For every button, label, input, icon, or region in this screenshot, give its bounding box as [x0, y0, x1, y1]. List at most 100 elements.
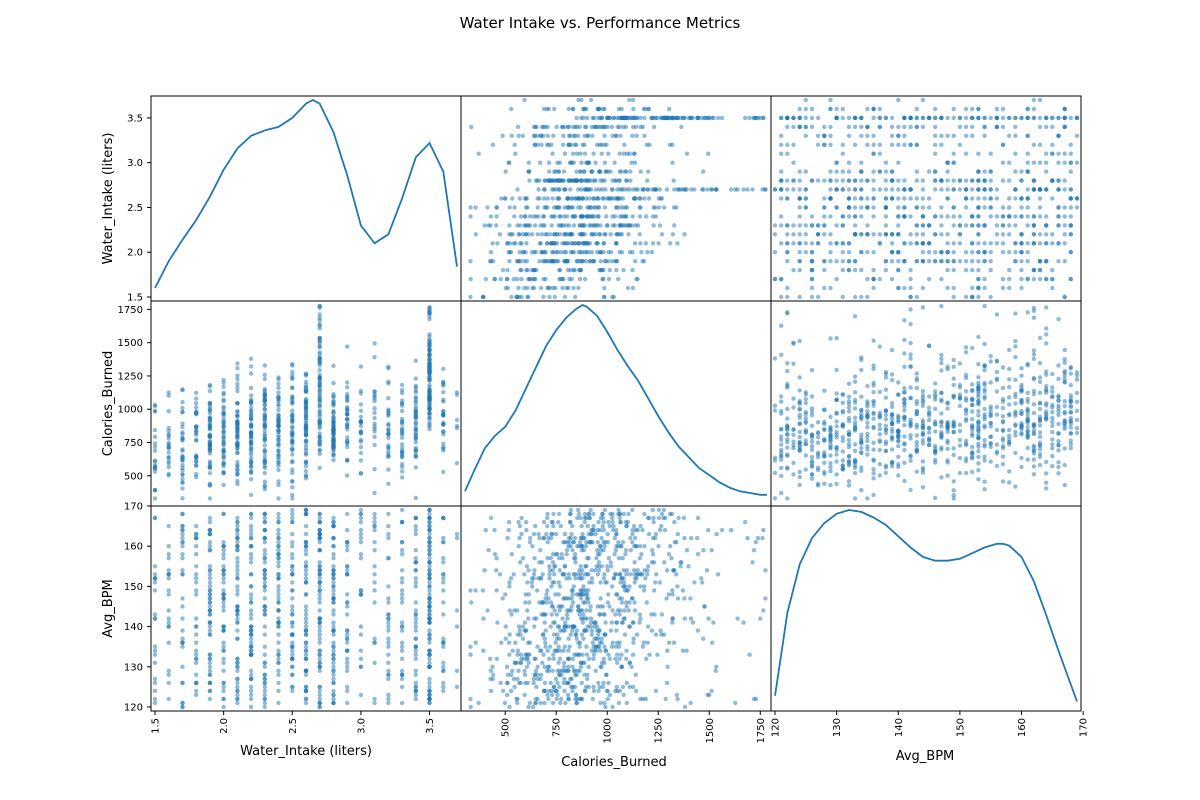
scatter-point — [635, 223, 641, 228]
scatter-point — [303, 511, 309, 517]
scatter-point — [235, 463, 240, 468]
scatter-point — [1037, 335, 1043, 341]
scatter-point — [386, 531, 391, 537]
scatter-point — [262, 511, 267, 517]
scatter-point — [1050, 124, 1055, 130]
scatter-point — [152, 564, 158, 569]
scatter-point — [939, 232, 944, 237]
scatter-point — [815, 294, 821, 300]
scatter-point — [957, 259, 963, 264]
scatter-point — [427, 311, 432, 316]
scatter-point — [276, 660, 281, 665]
scatter-point — [345, 422, 350, 427]
scatter-point — [593, 160, 598, 165]
scatter-point — [276, 572, 281, 577]
scatter-point — [317, 305, 322, 311]
scatter-point — [791, 187, 796, 192]
scatter-point — [785, 416, 790, 421]
scatter-point — [1019, 382, 1024, 388]
scatter-point — [908, 285, 913, 291]
scatter-point — [920, 441, 926, 446]
scatter-point — [441, 556, 446, 561]
scatter-point — [530, 232, 535, 237]
scatter-point — [235, 523, 240, 529]
scatter-point — [494, 214, 499, 219]
scatter-point — [889, 241, 895, 246]
scatter-point — [779, 352, 784, 357]
scatter-point — [896, 223, 901, 228]
scatter-point — [963, 389, 969, 394]
scatter-point — [578, 250, 583, 255]
scatter-point — [877, 115, 882, 121]
scatter-point — [945, 250, 950, 255]
scatter-point — [1019, 425, 1024, 430]
scatter-point — [834, 106, 839, 112]
scatter-point — [386, 379, 391, 384]
scatter-point — [290, 507, 295, 513]
scatter-point — [883, 387, 889, 392]
scatter-point — [1037, 434, 1043, 439]
scatter-point — [317, 688, 322, 694]
scatter-point — [865, 250, 870, 255]
scatter-point — [358, 437, 364, 443]
scatter-point — [920, 250, 926, 255]
scatter-point — [583, 196, 589, 201]
scatter-point — [1031, 115, 1037, 121]
scatter-point — [152, 696, 158, 702]
scatter-point — [235, 466, 240, 472]
scatter-point — [207, 515, 213, 521]
scatter-point — [889, 196, 895, 201]
scatter-point — [988, 294, 993, 300]
scatter-point — [303, 385, 309, 391]
scatter-point — [779, 473, 784, 479]
scatter-point — [1019, 430, 1024, 436]
scatter-point — [785, 406, 790, 412]
scatter-point — [317, 608, 322, 613]
scatter-point — [963, 133, 969, 138]
scatter-point — [834, 435, 839, 440]
scatter-point — [1031, 472, 1037, 477]
scatter-point — [988, 169, 993, 174]
scatter-point — [358, 458, 364, 463]
scatter-point — [889, 434, 895, 440]
scatter-point — [902, 124, 907, 130]
scatter-point — [358, 540, 364, 545]
scatter-point — [582, 187, 587, 192]
scatter-point — [772, 276, 778, 282]
scatter-point — [896, 250, 901, 255]
scatter-point — [1068, 169, 1074, 174]
scatter-point — [945, 241, 950, 246]
scatter-point — [865, 196, 870, 201]
scatter-point — [598, 178, 603, 183]
scatter-point — [822, 196, 827, 201]
scatter-point — [166, 473, 171, 478]
scatter-point — [920, 124, 926, 130]
scatter-point — [262, 527, 267, 533]
scatter-point — [372, 355, 377, 360]
scatter-point — [908, 385, 913, 390]
scatter-point — [1068, 276, 1074, 282]
scatter-point — [963, 407, 969, 412]
scatter-point — [933, 422, 938, 427]
scatter-point — [664, 187, 670, 192]
scatter-point — [1013, 394, 1018, 400]
scatter-point — [840, 410, 845, 415]
scatter-point — [834, 459, 839, 464]
scatter-point — [413, 388, 418, 393]
scatter-point — [345, 660, 350, 665]
scatter-point — [822, 452, 827, 457]
scatter-point — [1000, 365, 1006, 370]
scatter-point — [785, 294, 790, 300]
scatter-point — [427, 572, 432, 577]
scatter-point — [834, 429, 839, 435]
scatter-point — [957, 232, 963, 237]
scatter-point — [262, 552, 267, 557]
scatter-point — [1019, 267, 1024, 273]
scatter-point — [530, 285, 535, 291]
scatter-point — [561, 276, 566, 282]
scatter-point — [372, 406, 377, 411]
scatter-point — [933, 106, 938, 112]
scatter-point — [852, 406, 858, 411]
scatter-point — [902, 401, 907, 406]
scatter-point — [834, 187, 839, 192]
